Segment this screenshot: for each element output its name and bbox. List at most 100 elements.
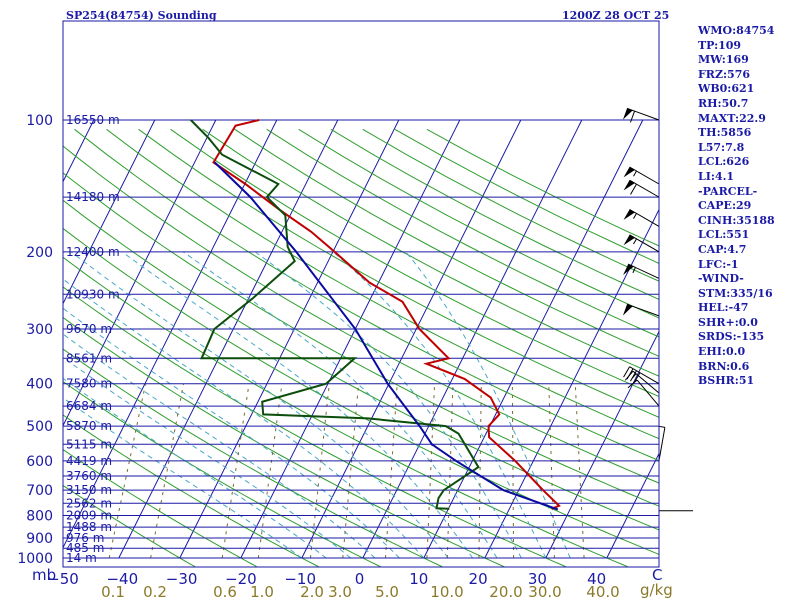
mixing-ratio-tick-label: 20.0 (489, 583, 522, 600)
stability-index: TH:5856 (698, 126, 752, 140)
height-label: 12400 m (66, 245, 120, 259)
stability-index: LCL:551 (698, 228, 750, 242)
wind-barb-flag (622, 108, 633, 120)
pressure-tick-label: 800 (26, 509, 53, 525)
temperature-tick-label: −40 (106, 570, 138, 588)
height-label: 2562 m (66, 496, 112, 510)
mixing-ratio-tick-label: 40.0 (586, 583, 619, 600)
height-label: 485 m (66, 541, 104, 555)
mixing-ratio-tick-label: 10.0 (430, 583, 463, 600)
wind-barb (622, 303, 660, 317)
wind-barb (624, 370, 660, 394)
height-label: 976 m (66, 531, 104, 545)
isotherm-line (301, 119, 522, 559)
mixing-ratio-line (342, 383, 360, 559)
stability-index: L57:7.8 (698, 140, 745, 154)
height-label: 4419 m (66, 454, 112, 468)
height-label: 8561 m (66, 351, 112, 365)
temperature-tick-label: 20 (469, 570, 488, 588)
mixing-ratio-tick-label: 30.0 (528, 583, 561, 600)
dry-adiabat-line (266, 128, 659, 338)
stability-index: LI:4.1 (698, 169, 735, 183)
wind-barb-feather (630, 370, 637, 382)
height-label: 3150 m (66, 483, 112, 497)
isotherm-line (63, 119, 156, 305)
wind-barb-staff (627, 263, 660, 279)
diagram-grid (63, 119, 659, 567)
temperature-tick-label: −50 (47, 570, 79, 588)
height-label: 9670 m (66, 322, 112, 336)
pressure-tick-label: 1000 (17, 551, 53, 567)
wind-barb-feather (629, 110, 636, 123)
temperature-tick-label: 30 (528, 570, 547, 588)
temperature-curve (212, 119, 561, 510)
stability-index: FRZ:576 (698, 67, 751, 81)
wind-barb-flag (623, 209, 635, 220)
isotherm-line (484, 208, 659, 559)
mixing-ratio-line (221, 383, 250, 559)
height-label: 10930 m (66, 287, 120, 301)
dry-adiabat-line (63, 145, 659, 484)
stability-index: SRDS:-135 (698, 330, 765, 344)
stability-index: STM:335/16 (698, 286, 773, 300)
mixing-ratio-tick-label: 0.2 (143, 583, 167, 600)
wind-barb-staff (629, 366, 660, 385)
wind-barb-feather (627, 379, 638, 389)
temperature-tick-label: −30 (166, 570, 198, 588)
dry-adiabat-line (63, 256, 630, 567)
wind-barb-flag (623, 264, 634, 275)
dry-adiabat-line (63, 380, 382, 567)
height-label: 6684 m (66, 399, 112, 413)
pressure-tick-label: 200 (26, 245, 53, 261)
pressure-tick-label: 900 (26, 531, 53, 547)
wind-barb-half-feather (658, 425, 665, 428)
stability-index: WMO:84754 (698, 24, 775, 37)
wind-barb (623, 366, 660, 385)
temperature-tick-label: −20 (225, 570, 257, 588)
moist-adiabat-line (121, 251, 474, 559)
chart-title: SP254(84754) Sounding (66, 9, 217, 22)
dry-adiabat-line (63, 348, 444, 567)
height-label: 16550 m (66, 113, 120, 127)
chart-subtitle: 1200Z 28 OCT 25 (562, 9, 670, 22)
mixing-ratio-line (309, 383, 330, 559)
stability-index: MW:169 (698, 53, 749, 67)
wind-barb (623, 209, 660, 227)
temperature-tick-label: 40 (587, 570, 606, 588)
wind-barb-half-feather (631, 373, 637, 379)
isotherm-line (606, 452, 659, 559)
mixing-ratio-line (426, 383, 436, 559)
wind-barb-half-feather (633, 213, 637, 219)
isotherm-line (240, 119, 461, 559)
wind-barb-feather (624, 370, 634, 381)
height-label: 3760 m (66, 469, 112, 483)
stability-index: CINH:35188 (698, 213, 775, 227)
stability-index: TP:109 (698, 38, 742, 52)
isotherm-line (423, 119, 644, 559)
height-label: 5115 m (66, 437, 112, 451)
temperature-tick-label: 10 (409, 570, 428, 588)
stability-index: BSHR:51 (698, 374, 755, 388)
dry-adiabat-line (298, 128, 659, 319)
stability-indices-panel: WMO:84754 TP:109 MW:169 FRZ:576 WB0:621 RH:50… (698, 24, 775, 389)
wind-barb-staff (636, 379, 660, 407)
height-label: 5870 m (66, 419, 112, 433)
isotherm-line (179, 119, 400, 559)
wind-barbs (622, 107, 693, 512)
mixing-ratio-line (385, 383, 398, 559)
dry-adiabat-line (63, 286, 568, 567)
wind-barb-feather (623, 366, 630, 378)
dry-adiabat-line (234, 128, 659, 357)
stability-index: -PARCEL- (698, 184, 758, 198)
isotherm-line (118, 119, 339, 559)
pressure-tick-label: 700 (26, 483, 53, 499)
height-label: 2009 m (66, 509, 112, 523)
dry-adiabat-line (138, 128, 659, 418)
mixing-ratio-line (574, 383, 585, 559)
dry-adiabat-line (63, 172, 659, 507)
profile-curves (190, 119, 561, 511)
stability-index: LFC:-1 (698, 257, 739, 271)
isotherm-line (362, 119, 583, 559)
pressure-unit-label: mb (32, 566, 57, 584)
